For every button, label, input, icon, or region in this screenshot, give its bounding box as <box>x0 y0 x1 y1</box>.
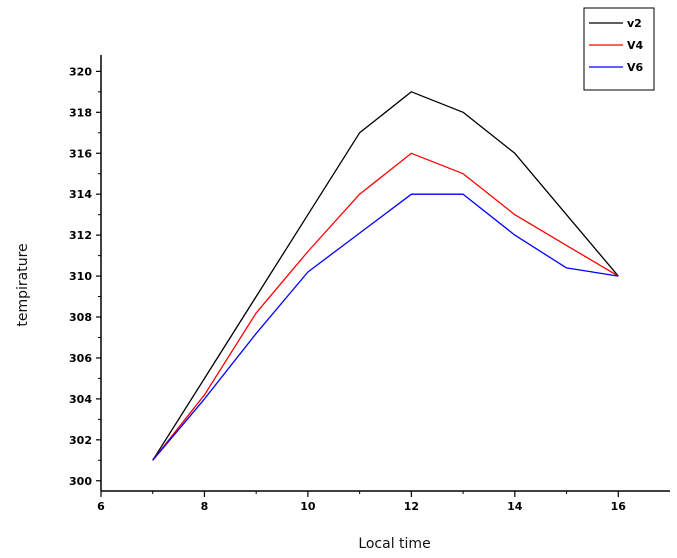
y-tick-label: 306 <box>69 352 92 365</box>
x-tick-label: 12 <box>404 500 419 513</box>
y-tick-label: 310 <box>69 270 92 283</box>
y-tick-label: 300 <box>69 475 92 488</box>
x-tick-label: 6 <box>97 500 105 513</box>
y-axis-title: tempirature <box>15 243 31 326</box>
series-line-v4 <box>152 152 619 461</box>
y-tick-label: 302 <box>69 434 92 447</box>
y-ticks: 300 302 304 306 308 310 312 314 316 318 320 <box>69 65 101 488</box>
x-tick-label: 8 <box>201 500 209 513</box>
y-tick-label: 318 <box>69 106 92 119</box>
x-tick-label: 16 <box>611 500 627 513</box>
series-lines <box>152 91 619 461</box>
y-tick-label: 316 <box>69 147 92 160</box>
x-axis-title: Local time <box>358 536 430 552</box>
y-tick-label: 312 <box>69 229 92 242</box>
legend-label: v2 <box>627 17 642 30</box>
x-tick-label: 10 <box>300 500 316 513</box>
legend-label: V4 <box>627 39 644 52</box>
y-tick-label: 308 <box>69 311 92 324</box>
y-tick-label: 314 <box>69 188 92 201</box>
y-tick-label: 320 <box>69 65 92 78</box>
x-ticks: 6 8 10 12 14 16 <box>97 491 626 513</box>
y-tick-label: 304 <box>69 393 92 406</box>
series-line-v2 <box>152 91 619 461</box>
legend: v2 V4 V6 <box>583 7 655 91</box>
x-tick-label: 14 <box>507 500 523 513</box>
series-line-v6 <box>152 193 619 461</box>
legend-label: V6 <box>627 61 644 74</box>
